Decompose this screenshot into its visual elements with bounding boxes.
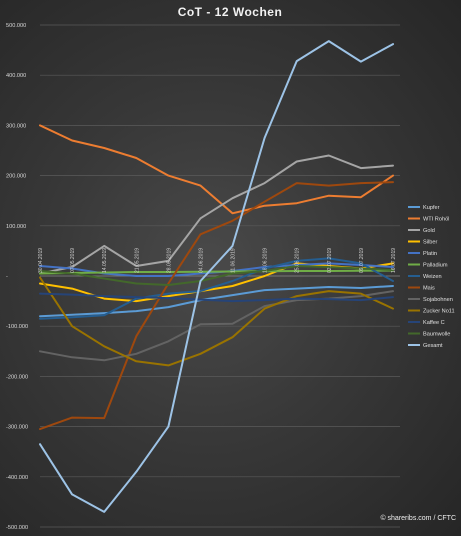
legend-label: Silber [423,240,437,246]
y-tick-label: -400.000 [6,475,28,481]
y-tick-label: -500.000 [6,525,28,531]
series-line-palladium [39,269,394,275]
x-axis: 30.04.2019 07.05.2019 14.05.2019 21.05.2019… [38,248,397,273]
legend: Kupfer WTI Rohöl Gold Silber Platin Palladium… [408,205,455,349]
chart-title: CoT - 12 Wochen [178,5,283,19]
y-tick-label: -300.000 [6,425,28,431]
series-line-gold [39,154,394,275]
legend-label: Weizen [423,274,442,280]
x-tick-label: 09.07.2019 [359,248,365,273]
y-tick-label: 400.000 [6,73,26,79]
x-tick-label: 30.04.2019 [38,248,44,273]
series-line-kupfer [39,285,394,318]
x-tick-label: 16.07.2019 [391,248,397,273]
legend-label: Kaffee C [423,320,445,326]
legend-label: Gold [423,228,435,234]
legend-label: Sojabohnen [423,297,453,303]
series-line-kaffee-c [39,292,394,303]
series-line-zucker-no11 [39,276,394,367]
x-tick-label: 11.06.2019 [231,248,237,273]
y-tick-label: -200.000 [6,374,28,380]
series-line-platin [39,262,394,277]
legend-label: Palladium [423,263,448,269]
legend-label: Platin [423,251,437,257]
legend-label: Gesamt [423,343,443,349]
y-axis: 500.000 400.000 300.000 200.000 100.000 - -100… [6,23,28,531]
x-tick-label: 25.06.2019 [295,248,301,273]
series-line-baumwolle [39,265,394,286]
series-line-weizen [39,257,394,320]
y-tick-label: 300.000 [6,123,26,129]
y-tick-label: 200.000 [6,174,26,180]
x-tick-label: 02.07.2019 [327,248,333,273]
x-tick-label: 21.05.2019 [134,248,140,273]
x-tick-label: 04.06.2019 [198,248,204,273]
source-credit: © shareribs.com / CFTC [380,514,456,522]
x-tick-label: 28.05.2019 [166,248,172,273]
series-lines [39,40,394,513]
series-line-gesamt [39,40,394,513]
legend-label: Kupfer [423,205,440,211]
x-tick-label: 18.06.2019 [263,248,269,273]
series-line-sojabohnen [39,290,394,362]
series-line-mais [39,181,394,431]
x-tick-label: 14.05.2019 [102,248,108,273]
y-tick-label: - [6,274,8,280]
series-line-wti-roh-l [39,124,394,215]
legend-label: WTI Rohöl [423,217,449,223]
legend-label: Baumwolle [423,332,450,338]
legend-label: Mais [423,286,435,292]
y-tick-label: 500.000 [6,23,26,29]
legend-label: Zucker No11 [423,309,455,315]
x-tick-label: 07.05.2019 [70,248,76,273]
y-tick-label: -100.000 [6,324,28,330]
y-tick-label: 100.000 [6,224,26,230]
